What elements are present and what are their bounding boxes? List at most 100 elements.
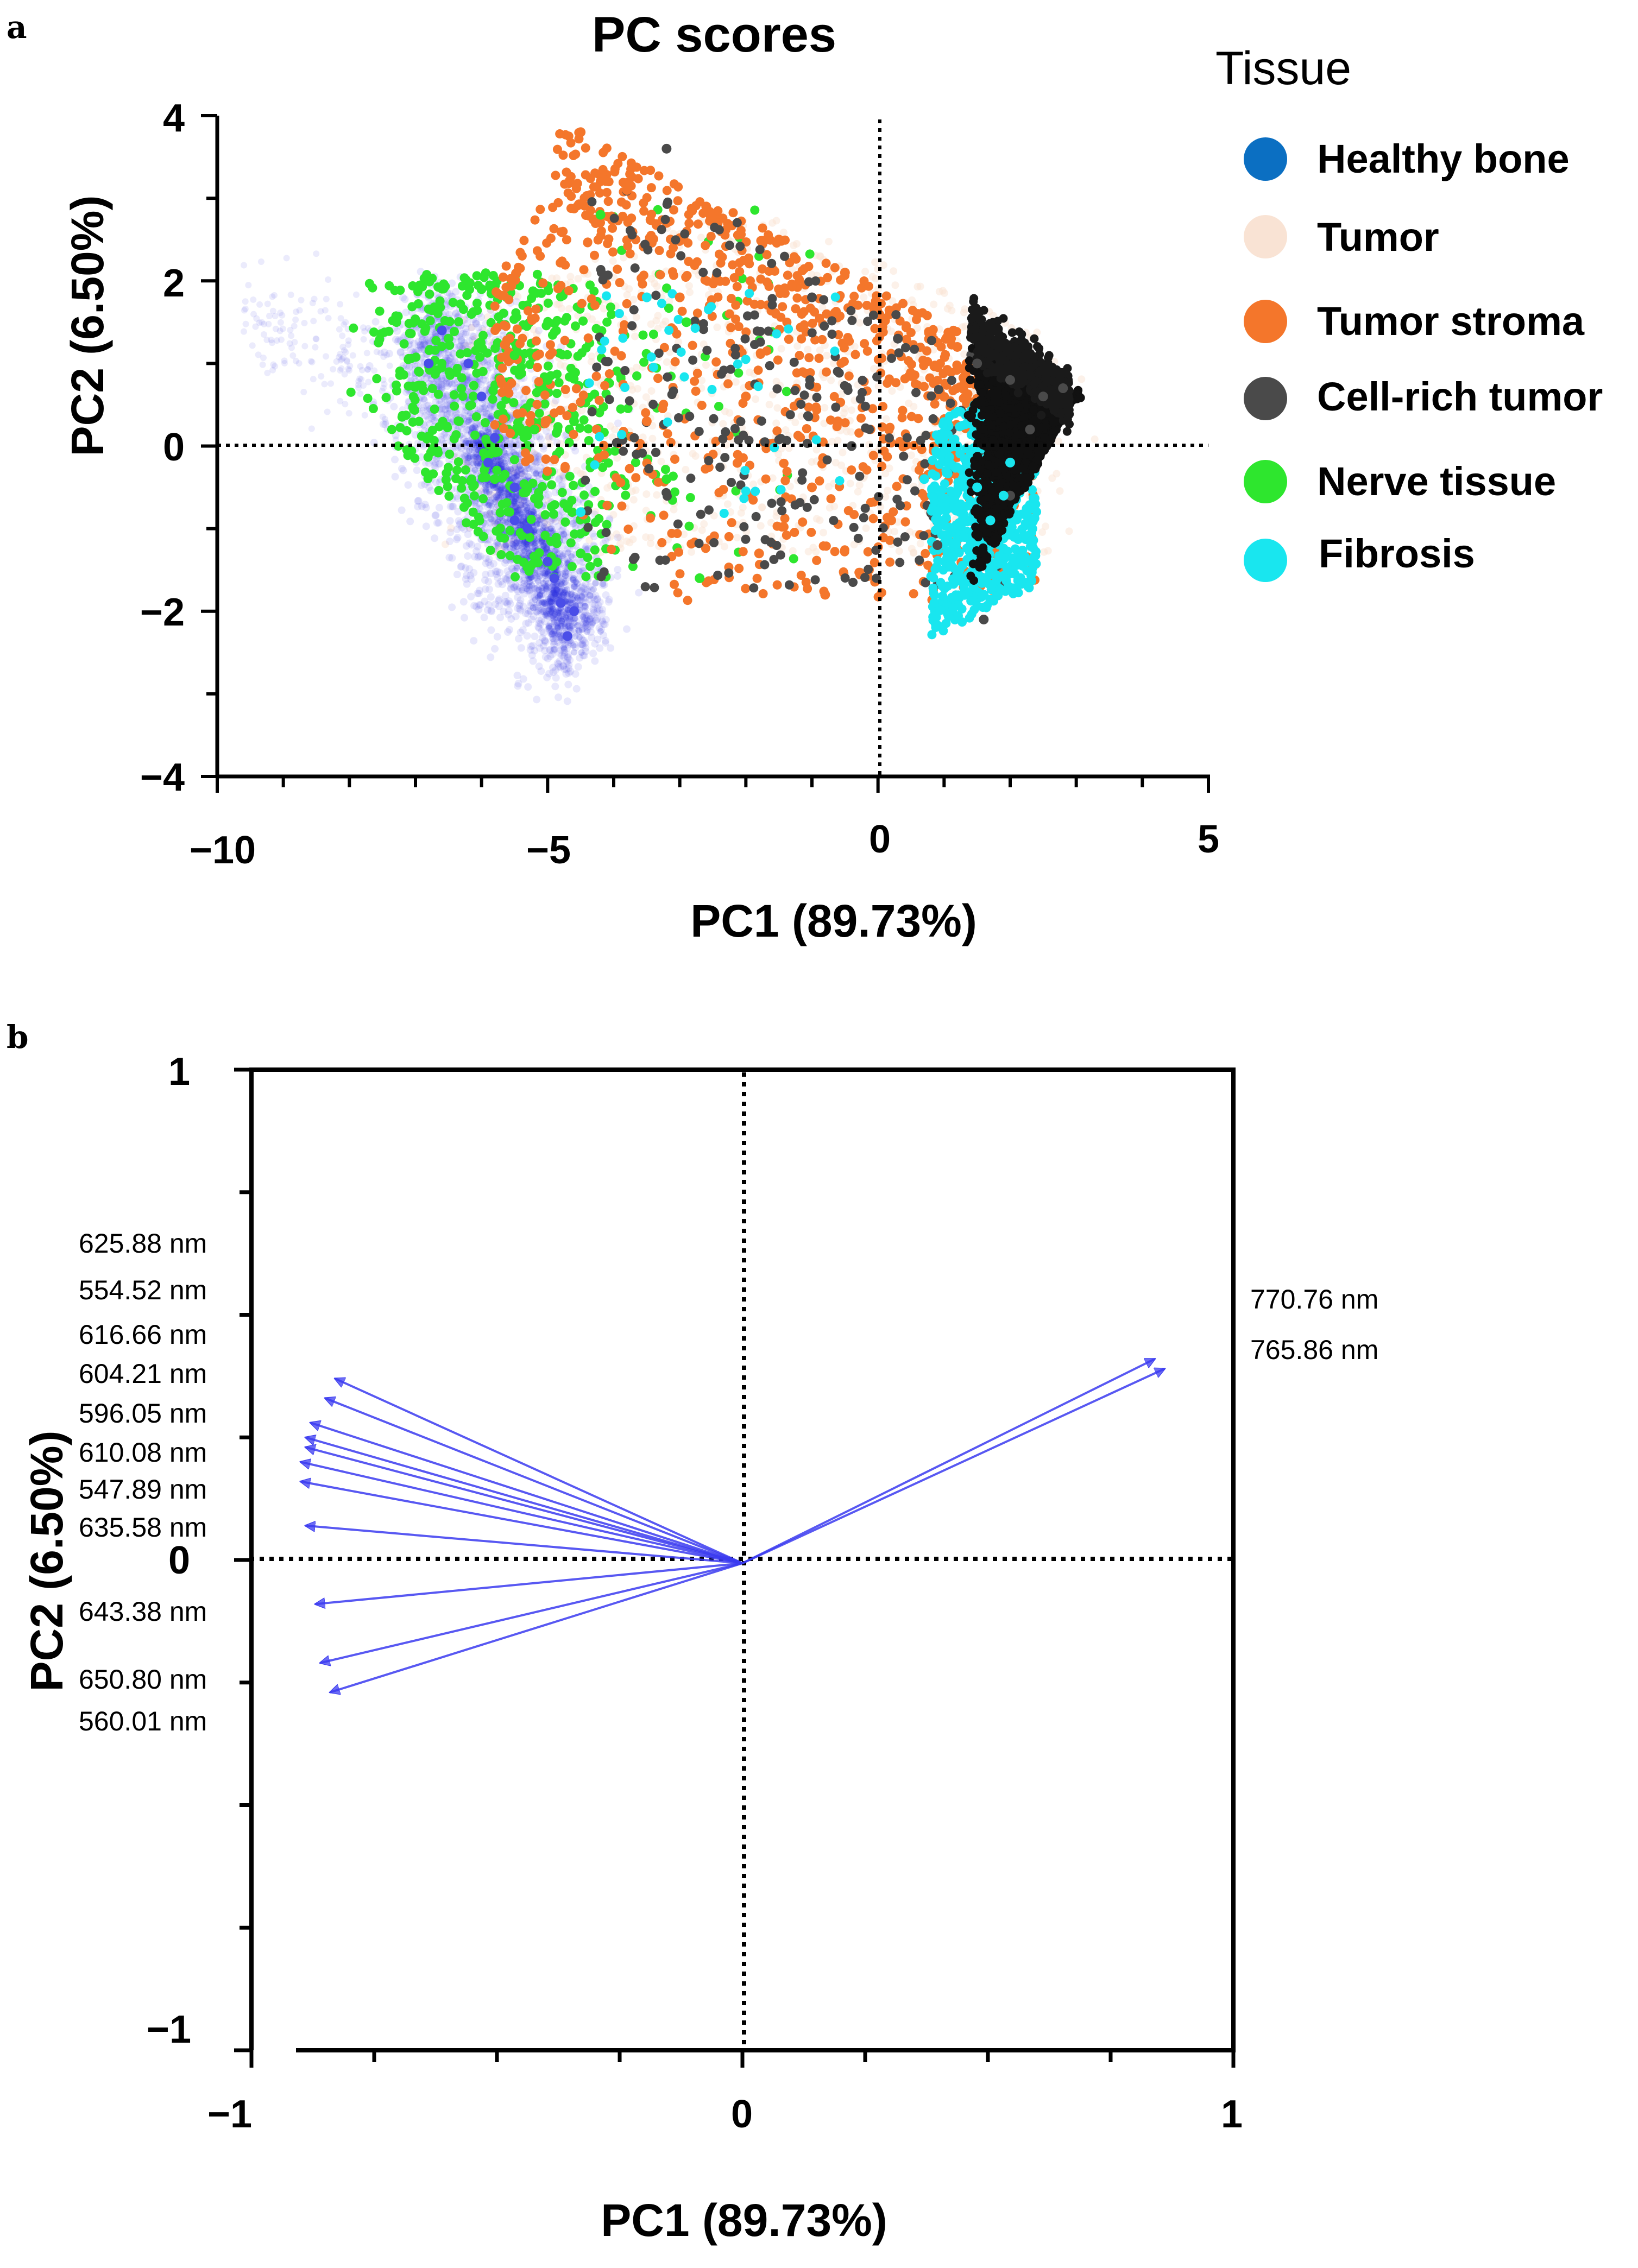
nerve-tissue-point: [453, 457, 463, 467]
nerve-tissue-point: [497, 500, 507, 509]
healthy-bone-point: [545, 624, 552, 631]
tumor-haze-point: [1042, 522, 1050, 530]
nerve-tissue-point: [472, 271, 482, 281]
tumor-haze-point: [870, 365, 878, 373]
healthy-bone-point: [390, 402, 398, 410]
healthy-bone-point: [361, 412, 368, 419]
healthy-bone-point: [462, 542, 470, 550]
healthy-bone-point: [529, 657, 537, 665]
healthy-bone-point: [308, 425, 315, 432]
nerve-tissue-point: [407, 302, 417, 312]
nerve-tissue-point: [488, 386, 498, 396]
tumor-haze-point: [888, 387, 896, 395]
nerve-tissue-point: [714, 401, 723, 411]
nerve-tissue-point: [585, 280, 595, 290]
healthy-bone-point: [324, 408, 331, 415]
healthy-bone-point: [566, 623, 575, 631]
healthy-bone-point: [281, 359, 288, 367]
nerve-tissue-point: [554, 378, 564, 388]
healthy-bone-point: [557, 482, 565, 490]
healthy-bone-point: [558, 589, 566, 597]
healthy-bone-point: [559, 570, 566, 577]
tumor-haze-point: [646, 539, 654, 547]
healthy-bone-point: [558, 651, 566, 659]
healthy-bone-point: [564, 650, 572, 659]
tumor-haze-point: [749, 480, 758, 488]
tumor-haze-point: [616, 534, 624, 542]
healthy-bone-point: [517, 644, 525, 652]
healthy-bone-point: [463, 580, 471, 588]
nerve-tissue-point: [567, 562, 577, 572]
healthy-bone-point: [488, 510, 496, 518]
healthy-bone-point: [553, 659, 562, 667]
healthy-bone-point: [430, 416, 438, 425]
nerve-tissue-point: [488, 394, 497, 404]
tumor-haze-point: [907, 451, 915, 459]
healthy-bone-point: [386, 362, 393, 369]
healthy-bone-point: [301, 319, 308, 326]
tumor-haze-point: [543, 521, 551, 529]
healthy-bone-point: [295, 360, 303, 367]
nerve-tissue-point: [510, 572, 520, 582]
healthy-bone-point: [435, 503, 443, 511]
healthy-bone-point: [486, 502, 493, 509]
healthy-bone-point: [330, 365, 337, 372]
healthy-bone-point: [564, 680, 572, 688]
nerve-tissue-point: [521, 488, 531, 497]
healthy-bone-point: [559, 536, 568, 544]
healthy-bone-point: [565, 590, 572, 597]
healthy-bone-point: [518, 587, 525, 594]
healthy-bone-point: [574, 663, 582, 671]
healthy-bone-point: [596, 606, 604, 614]
healthy-bone-point: [467, 592, 475, 601]
healthy-bone-point: [507, 564, 515, 572]
tumor-haze-point: [752, 395, 760, 403]
healthy-bone-point: [452, 535, 461, 544]
nerve-tissue-point: [556, 292, 565, 302]
nerve-tissue-point: [459, 494, 469, 503]
healthy-bone-point: [452, 288, 460, 296]
nerve-tissue-point: [532, 557, 542, 566]
nerve-tissue-point: [532, 388, 541, 397]
healthy-bone-point: [463, 438, 470, 445]
nerve-tissue-point: [457, 384, 467, 394]
healthy-bone-point: [337, 357, 344, 364]
tumor-haze-point: [648, 434, 657, 443]
tumor-haze-point: [765, 401, 773, 409]
healthy-bone-point: [556, 612, 563, 620]
nerve-tissue-point: [450, 401, 459, 411]
healthy-bone-point: [471, 466, 478, 473]
tumor-haze-point: [793, 342, 802, 350]
healthy-bone-point: [560, 645, 568, 652]
healthy-bone-point: [490, 517, 498, 525]
healthy-bone-point: [518, 511, 525, 518]
tumor-haze-point: [632, 486, 640, 494]
healthy-bone-point: [286, 340, 293, 347]
healthy-bone-point: [557, 620, 565, 628]
healthy-bone-point: [530, 508, 537, 515]
nerve-tissue-point: [425, 277, 434, 287]
healthy-bone-point: [250, 311, 257, 318]
tumor-haze-point: [487, 491, 495, 499]
healthy-bone-point: [434, 519, 443, 527]
tumor-haze-point: [789, 547, 797, 555]
healthy-bone-point: [421, 338, 429, 346]
healthy-bone-point: [325, 276, 332, 283]
healthy-bone-point: [555, 693, 563, 702]
tumor-haze-point: [884, 487, 892, 495]
healthy-bone-point: [581, 620, 589, 628]
tumor-haze-point: [680, 530, 688, 539]
healthy-bone-point: [569, 554, 577, 562]
healthy-bone-point: [585, 596, 594, 604]
nerve-tissue-point: [570, 368, 580, 377]
nerve-tissue-point: [399, 339, 409, 349]
healthy-bone-point: [536, 582, 544, 590]
tumor-haze-point: [623, 291, 631, 299]
nerve-tissue-point: [616, 404, 626, 414]
healthy-bone-point: [357, 390, 364, 397]
healthy-bone-point: [550, 612, 557, 620]
nerve-tissue-point: [414, 416, 424, 426]
healthy-bone-point: [457, 563, 465, 571]
tumor-haze-point: [698, 526, 706, 534]
